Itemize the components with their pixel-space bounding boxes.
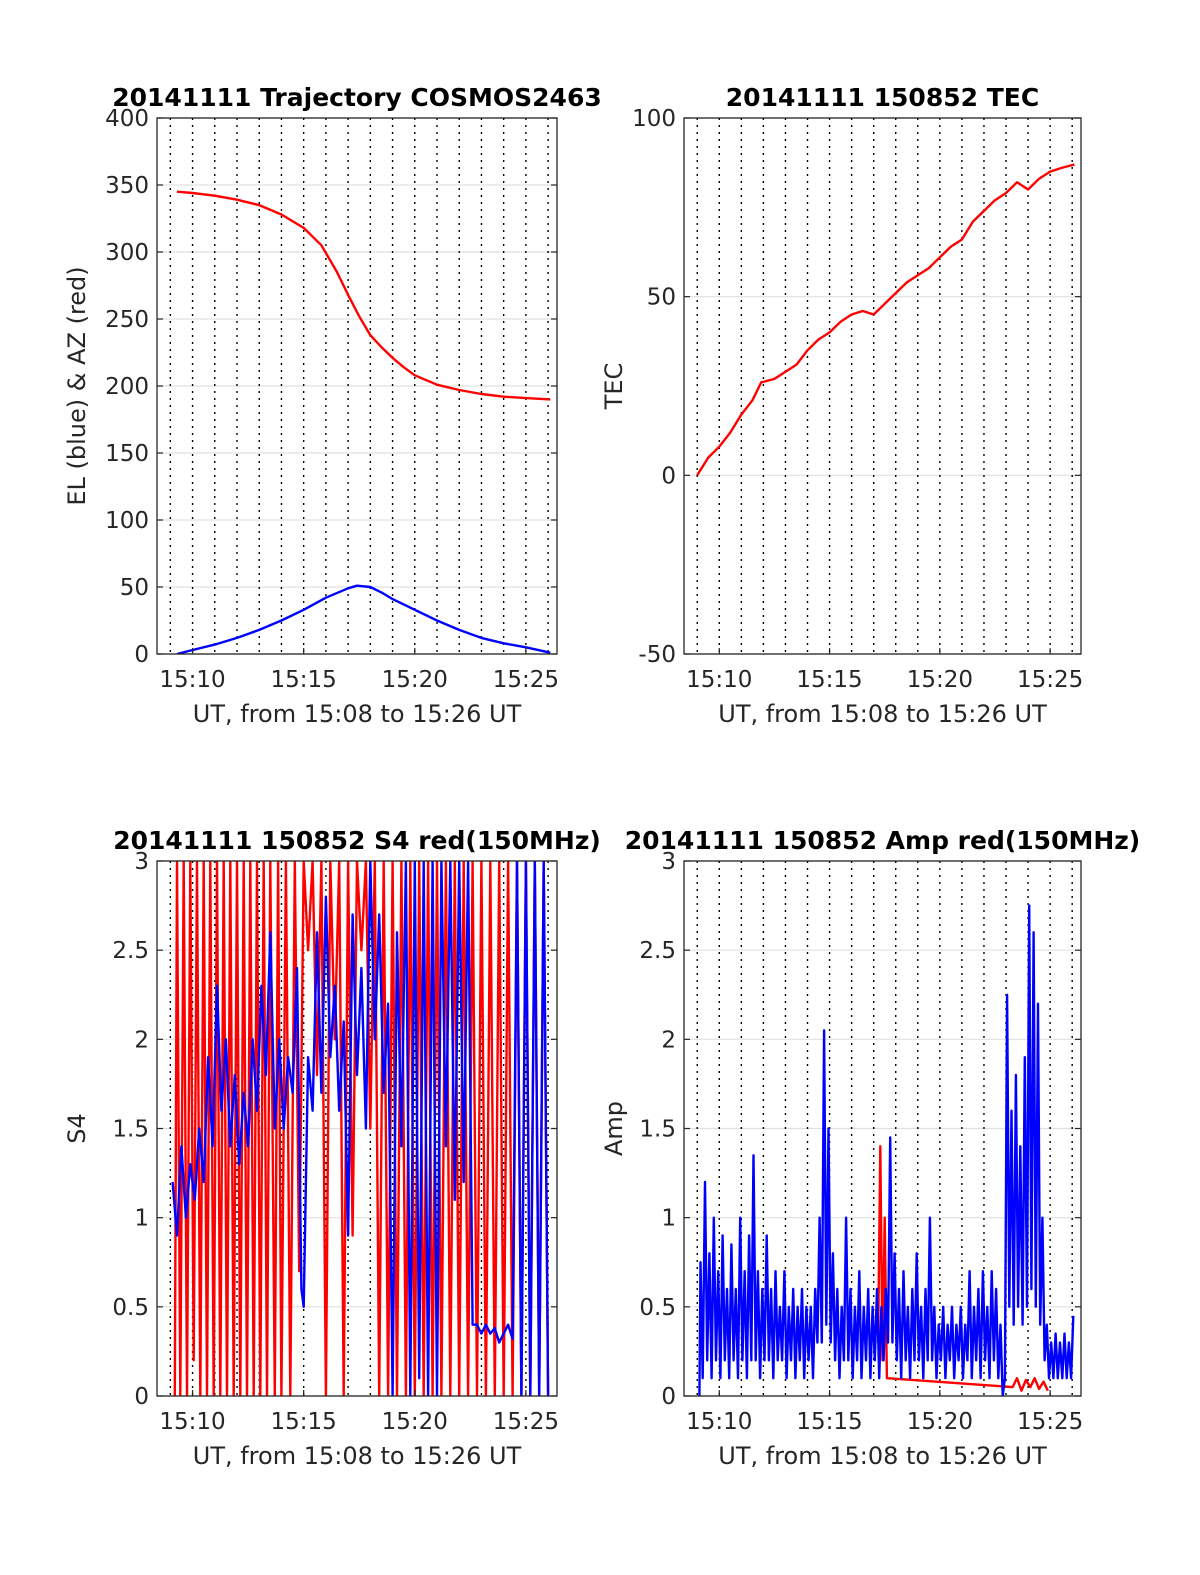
amp-ytick-label-1: 0.5 [639, 1295, 676, 1321]
tec-xtick-label-0: 15:10 [686, 667, 752, 693]
amp-ytick-label-2: 1 [661, 1206, 676, 1232]
trajectory-ytick-label-4: 200 [105, 374, 149, 400]
amp-title: 20141111 150852 Amp red(150MHz) [625, 826, 1141, 855]
trajectory-ytick-label-8: 400 [105, 106, 149, 132]
s4-ytick-label-0: 0 [134, 1384, 149, 1410]
trajectory-ytick-label-0: 0 [134, 642, 149, 668]
s4-xtick-label-0: 15:10 [159, 1409, 225, 1435]
tec-series-0 [696, 163, 1075, 476]
trajectory-ytick-label-6: 300 [105, 240, 149, 266]
s4-ytick-label-1: 0.5 [112, 1295, 149, 1321]
trajectory-xtick-label-0: 15:10 [159, 667, 225, 693]
s4-xtick-label-3: 15:25 [493, 1409, 559, 1435]
amp-ytick-label-5: 2.5 [639, 938, 676, 964]
trajectory-xtick-label-2: 15:20 [382, 667, 448, 693]
trajectory-title: 20141111 Trajectory COSMOS2463 [112, 83, 602, 112]
trajectory-ytick-label-7: 350 [105, 173, 149, 199]
tec-axes-box [683, 117, 1082, 655]
tec-xlabel: UT, from 15:08 to 15:26 UT [718, 700, 1047, 728]
tec-ytick-label-3: 100 [632, 106, 676, 132]
trajectory-ylabel: EL (blue) & AZ (red) [63, 266, 91, 505]
tec-xtick-label-1: 15:15 [796, 667, 862, 693]
tec-xtick-label-2: 15:20 [907, 667, 973, 693]
trajectory-ytick-label-1: 50 [120, 575, 149, 601]
amp-xtick-label-3: 15:25 [1017, 1409, 1083, 1435]
amp-xtick-label-1: 15:15 [796, 1409, 862, 1435]
trajectory-xtick-label-1: 15:15 [271, 667, 337, 693]
tec-title: 20141111 150852 TEC [726, 83, 1039, 112]
amp-ytick-label-4: 2 [661, 1027, 676, 1053]
amp-xtick-label-0: 15:10 [686, 1409, 752, 1435]
panel-s4: 0 0.5 1 1.5 2 2.5 3 15:10 15:15 15:20 15:25 2014111… [63, 826, 601, 1470]
s4-title: 20141111 150852 S4 red(150MHz) [113, 826, 601, 855]
panel-amp: 0 0.5 1 1.5 2 2.5 3 15:10 15:15 15:20 15:25 2014111… [600, 826, 1140, 1470]
s4-ytick-label-4: 2 [134, 1027, 149, 1053]
trajectory-xlabel: UT, from 15:08 to 15:26 UT [193, 700, 522, 728]
panel-trajectory: 0 50 100 150 200 250 300 350 400 15:10 15:15 15:20 1… [63, 83, 602, 728]
trajectory-ytick-label-5: 250 [105, 307, 149, 333]
panel-tec: -50 0 50 100 15:10 15:15 15:20 15:25 20141111 15… [600, 83, 1083, 728]
trajectory-ytick-label-3: 150 [105, 441, 149, 467]
s4-ytick-label-3: 1.5 [112, 1117, 149, 1143]
trajectory-ytick-label-2: 100 [105, 508, 149, 534]
s4-ytick-label-5: 2.5 [112, 938, 149, 964]
trajectory-series-0 [176, 190, 551, 401]
amp-ytick-label-3: 1.5 [639, 1117, 676, 1143]
amp-xtick-label-2: 15:20 [907, 1409, 973, 1435]
s4-ytick-label-6: 3 [134, 849, 149, 875]
amp-ylabel: Amp [600, 1101, 628, 1156]
trajectory-series-1 [176, 584, 551, 654]
trajectory-xtick-label-3: 15:25 [493, 667, 559, 693]
amp-ytick-label-6: 3 [661, 849, 676, 875]
s4-ylabel: S4 [63, 1113, 91, 1144]
s4-ytick-label-2: 1 [134, 1206, 149, 1232]
tec-ytick-label-0: -50 [638, 642, 676, 668]
amp-series-1 [698, 904, 1075, 1396]
amp-ytick-label-0: 0 [661, 1384, 676, 1410]
s4-xtick-label-2: 15:20 [382, 1409, 448, 1435]
tec-ytick-label-2: 50 [647, 285, 676, 311]
tec-ylabel: TEC [600, 363, 628, 411]
tec-ytick-label-1: 0 [661, 463, 676, 489]
s4-series-1 [171, 861, 550, 1396]
amp-xlabel: UT, from 15:08 to 15:26 UT [718, 1442, 1047, 1470]
s4-xtick-label-1: 15:15 [271, 1409, 337, 1435]
s4-xlabel: UT, from 15:08 to 15:26 UT [193, 1442, 522, 1470]
tec-xtick-label-3: 15:25 [1017, 667, 1083, 693]
